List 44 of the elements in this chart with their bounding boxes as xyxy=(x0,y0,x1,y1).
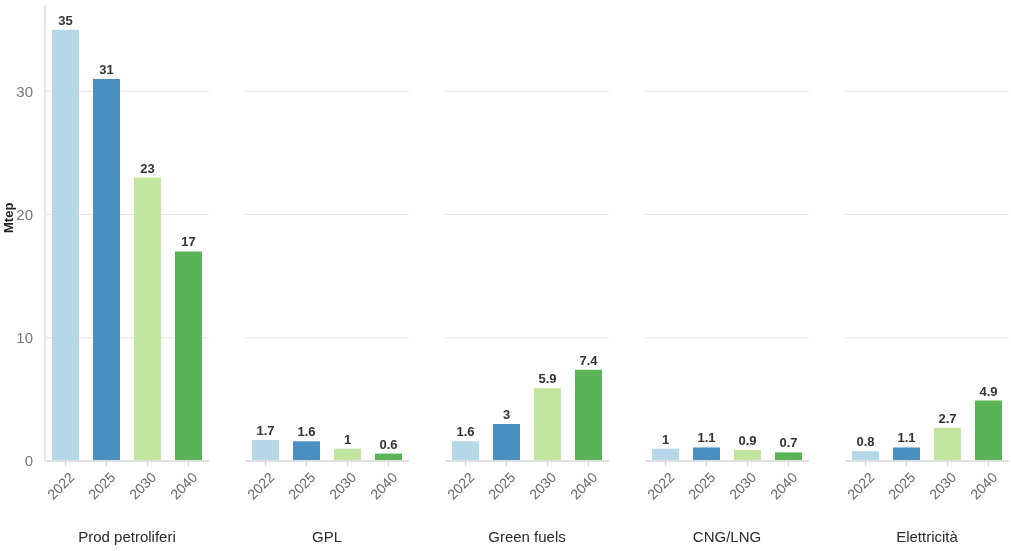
data-label: 0.8 xyxy=(856,434,875,450)
x-axis-title: CNG/LNG xyxy=(692,528,762,545)
bar xyxy=(252,440,279,461)
data-label: 4.9 xyxy=(979,383,998,399)
data-label: 0.9 xyxy=(738,432,757,448)
bar xyxy=(134,177,161,461)
bar xyxy=(893,447,920,461)
bar xyxy=(175,251,202,461)
bar xyxy=(52,29,79,461)
y-tick-label: 20 xyxy=(16,205,33,223)
bar xyxy=(452,441,479,461)
y-axis-title: Mtep xyxy=(0,202,16,233)
data-label: 1 xyxy=(343,431,352,447)
data-label: 1.7 xyxy=(256,423,275,439)
x-axis-title: GPL xyxy=(311,528,343,545)
y-tick-label: 30 xyxy=(16,82,33,100)
data-label: 1.1 xyxy=(697,430,716,446)
data-label: 1.6 xyxy=(456,424,475,440)
data-label: 1.6 xyxy=(297,424,316,440)
bar xyxy=(852,451,879,461)
x-axis-title: Prod petroliferi xyxy=(78,528,176,545)
data-label: 17 xyxy=(181,234,196,250)
data-label: 23 xyxy=(140,160,155,176)
y-tick-label: 10 xyxy=(16,329,33,347)
bar xyxy=(93,78,120,461)
data-label: 0.6 xyxy=(379,436,398,452)
data-label: 5.9 xyxy=(538,371,557,387)
data-label: 7.4 xyxy=(579,352,599,368)
x-axis-title: Green fuels xyxy=(488,528,566,545)
data-label: 3 xyxy=(502,407,511,423)
bar xyxy=(575,369,602,461)
x-axis-title: Elettricità xyxy=(896,528,959,545)
bar xyxy=(934,427,961,461)
y-tick-label: 0 xyxy=(24,452,33,470)
data-label: 31 xyxy=(99,61,114,77)
data-label: 0.7 xyxy=(779,435,798,451)
bar xyxy=(534,388,561,461)
data-label: 1.1 xyxy=(897,430,916,446)
bar xyxy=(293,441,320,461)
bar xyxy=(493,424,520,461)
data-label: 35 xyxy=(58,12,73,28)
data-label: 2.7 xyxy=(938,410,957,426)
bar xyxy=(975,400,1002,461)
data-label: 1 xyxy=(661,431,670,447)
